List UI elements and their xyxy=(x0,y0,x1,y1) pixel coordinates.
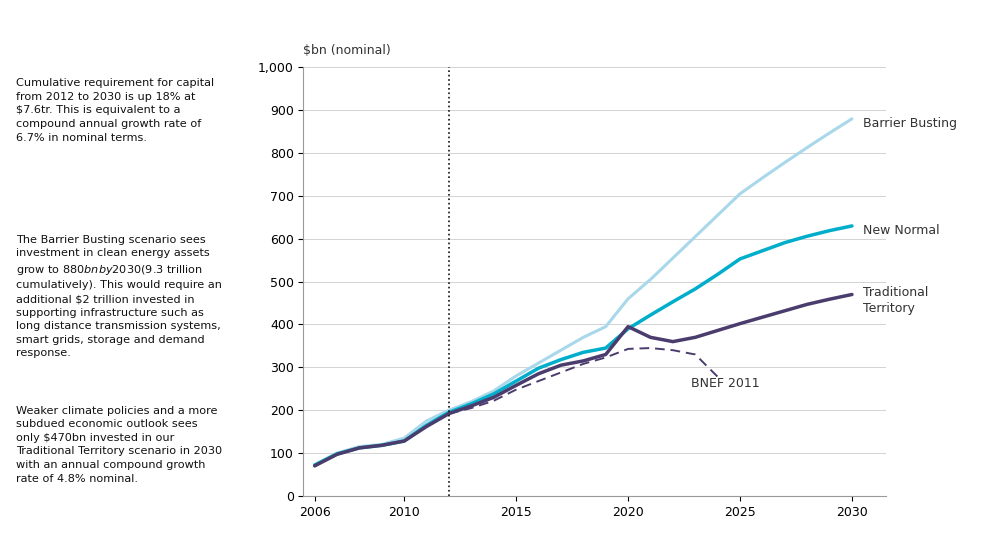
Text: $bn (nominal): $bn (nominal) xyxy=(303,44,391,57)
Text: BNEF 2011: BNEF 2011 xyxy=(690,377,758,390)
Text: Weaker climate policies and a more
subdued economic outlook sees
only $470bn inv: Weaker climate policies and a more subdu… xyxy=(16,405,222,483)
Text: Renewable energy investment could vary between $470bn and $880bn in 2030: Renewable energy investment could vary b… xyxy=(118,20,876,42)
Text: Cumulative requirement for capital
from 2012 to 2030 is up 18% at
$7.6tr. This i: Cumulative requirement for capital from … xyxy=(16,78,214,143)
Text: New Normal: New Normal xyxy=(863,224,939,237)
Text: Traditional
Territory: Traditional Territory xyxy=(863,286,927,315)
Text: Barrier Busting: Barrier Busting xyxy=(863,118,956,130)
Text: The Barrier Busting scenario sees
investment in clean energy assets
grow to $880: The Barrier Busting scenario sees invest… xyxy=(16,235,222,358)
